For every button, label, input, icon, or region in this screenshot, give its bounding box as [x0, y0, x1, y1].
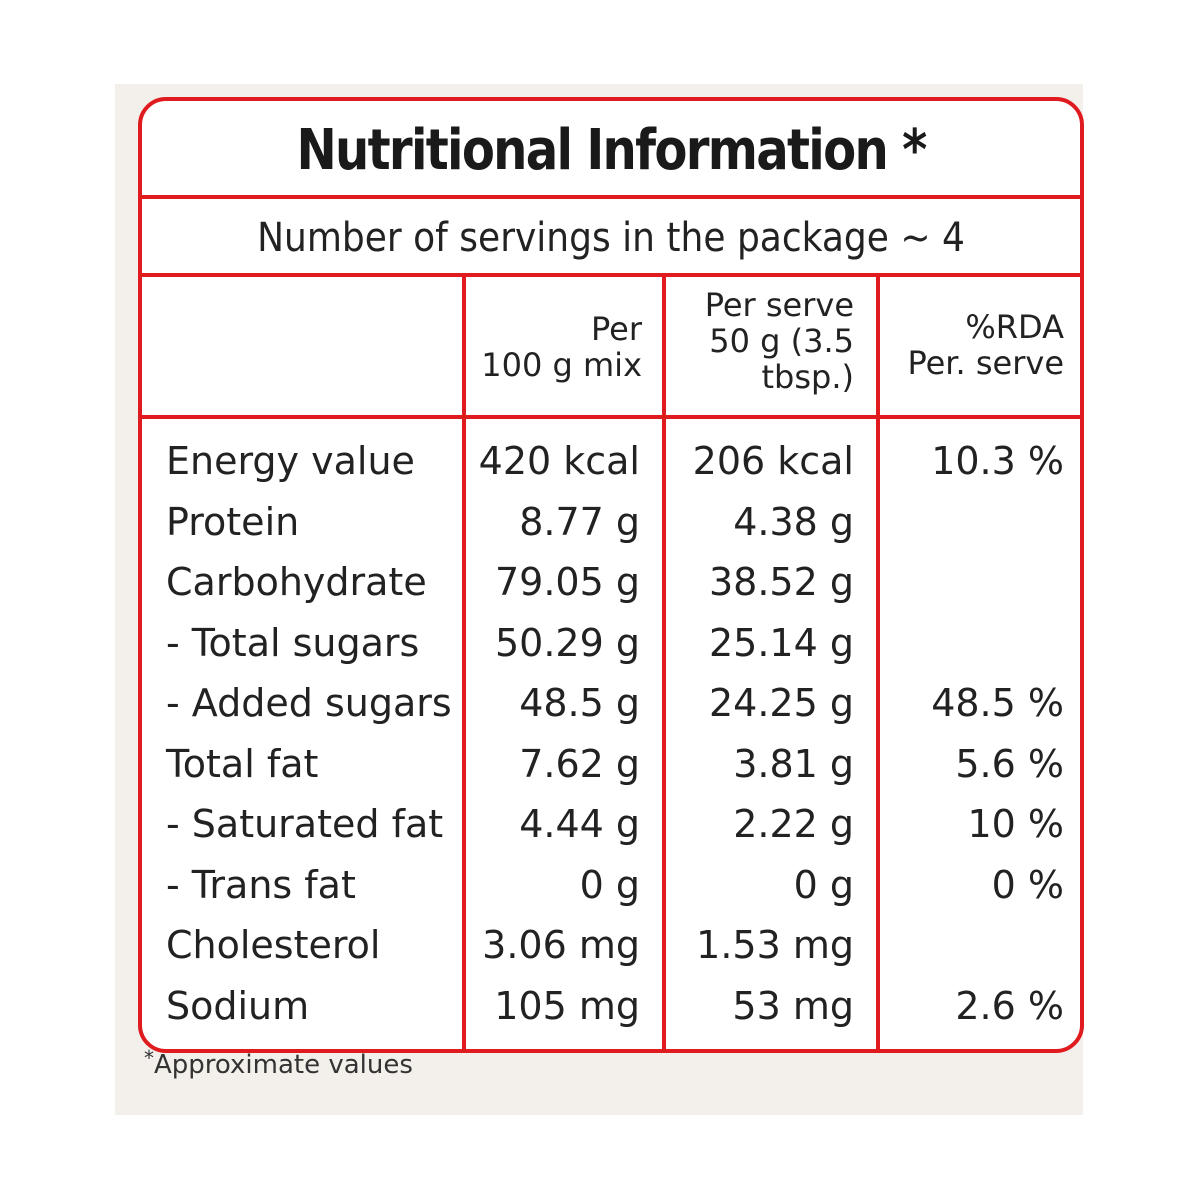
header-divider	[142, 415, 1080, 419]
value-per-100g: 0 g	[579, 863, 640, 907]
row-label: - Trans fat	[166, 863, 356, 907]
title-divider	[142, 195, 1080, 199]
header-line: tbsp.)	[761, 358, 855, 396]
value-per-serve: 2.22 g	[733, 802, 854, 846]
row-label: - Total sugars	[166, 621, 420, 665]
footnote: *Approximate values	[144, 1046, 413, 1080]
value-per-100g: 79.05 g	[495, 560, 640, 604]
servings-divider	[142, 273, 1080, 277]
header-line: 50 g (3.5	[709, 322, 854, 360]
value-rda: 10 %	[967, 802, 1064, 846]
value-per-serve: 206 kcal	[692, 439, 854, 483]
value-rda: 48.5 %	[931, 681, 1064, 725]
value-rda: 10.3 %	[931, 439, 1064, 483]
value-per-serve: 53 mg	[732, 984, 854, 1028]
header-rda: %RDA Per. serve	[907, 309, 1064, 381]
row-label: - Saturated fat	[166, 802, 444, 846]
column-divider-3	[876, 273, 880, 1049]
row-label: Sodium	[166, 984, 310, 1028]
row-label: Carbohydrate	[166, 560, 427, 604]
header-line: Per. serve	[907, 344, 1064, 382]
value-rda: 2.6 %	[955, 984, 1064, 1028]
value-per-serve: 38.52 g	[709, 560, 854, 604]
value-per-100g: 105 mg	[494, 984, 640, 1028]
value-per-100g: 420 kcal	[478, 439, 640, 483]
value-per-100g: 48.5 g	[519, 681, 640, 725]
value-per-serve: 25.14 g	[709, 621, 854, 665]
value-per-serve: 24.25 g	[709, 681, 854, 725]
table-title: Nutritional Information *	[296, 118, 927, 183]
header-per-100g: Per 100 g mix	[481, 311, 642, 383]
row-label: Total fat	[166, 742, 319, 786]
footnote-text: Approximate values	[154, 1050, 413, 1080]
row-label: Protein	[166, 500, 300, 544]
servings-text: Number of servings in the package ~ 4	[257, 215, 965, 261]
value-per-100g: 3.06 mg	[482, 923, 640, 967]
row-label: - Added sugars	[166, 681, 452, 725]
value-per-100g: 4.44 g	[519, 802, 640, 846]
value-per-serve: 0 g	[793, 863, 854, 907]
header-line: 100 g mix	[481, 346, 642, 384]
header-line: Per	[591, 310, 642, 348]
header-per-serve: Per serve 50 g (3.5 tbsp.)	[705, 287, 854, 395]
value-per-100g: 8.77 g	[519, 500, 640, 544]
value-per-serve: 4.38 g	[733, 500, 854, 544]
header-line: %RDA	[965, 308, 1064, 346]
value-per-serve: 1.53 mg	[696, 923, 854, 967]
row-label: Cholesterol	[166, 923, 381, 967]
column-divider-1	[462, 273, 466, 1049]
footnote-mark: *	[144, 1046, 154, 1070]
header-line: Per serve	[704, 286, 854, 324]
value-per-100g: 7.62 g	[519, 742, 640, 786]
nutrition-table: Nutritional Information * Number of serv…	[138, 97, 1084, 1053]
column-divider-2	[662, 273, 666, 1049]
value-per-100g: 50.29 g	[495, 621, 640, 665]
value-per-serve: 3.81 g	[733, 742, 854, 786]
value-rda: 0 %	[991, 863, 1064, 907]
value-rda: 5.6 %	[955, 742, 1064, 786]
row-label: Energy value	[166, 439, 415, 483]
